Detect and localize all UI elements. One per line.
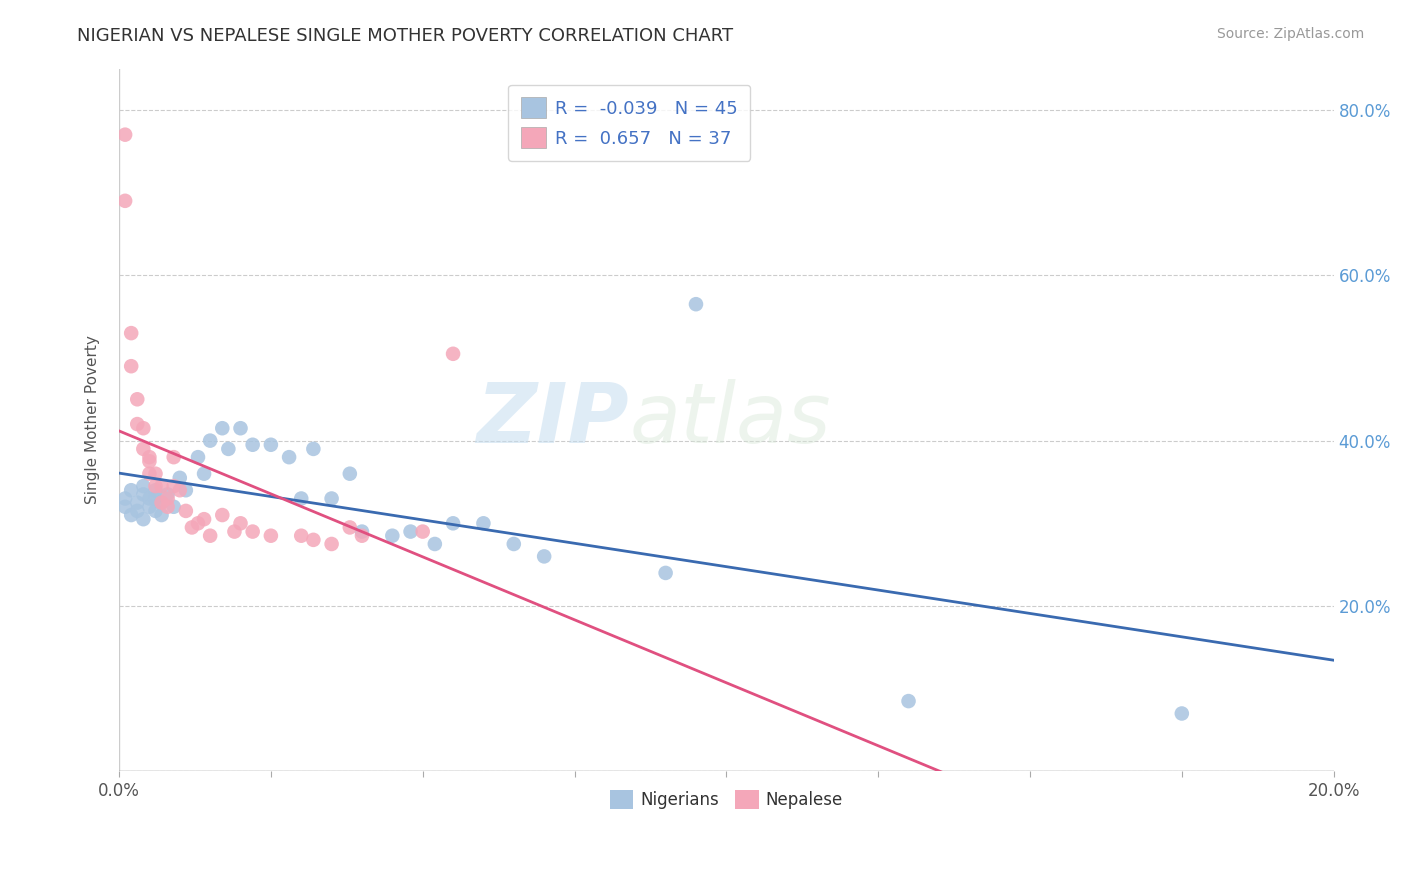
- Point: [217, 442, 239, 456]
- Point: [187, 450, 209, 465]
- Point: [321, 491, 343, 506]
- Point: [897, 694, 920, 708]
- Point: [350, 529, 373, 543]
- Point: [163, 450, 186, 465]
- Point: [242, 438, 264, 452]
- Point: [339, 467, 361, 481]
- Point: [132, 487, 155, 501]
- Point: [198, 434, 221, 448]
- Point: [1171, 706, 1194, 721]
- Point: [114, 194, 136, 208]
- Text: NIGERIAN VS NEPALESE SINGLE MOTHER POVERTY CORRELATION CHART: NIGERIAN VS NEPALESE SINGLE MOTHER POVER…: [77, 27, 734, 45]
- Point: [533, 549, 555, 564]
- Point: [127, 504, 149, 518]
- Point: [132, 479, 155, 493]
- Point: [138, 500, 160, 514]
- Point: [114, 500, 136, 514]
- Text: Source: ZipAtlas.com: Source: ZipAtlas.com: [1216, 27, 1364, 41]
- Point: [472, 516, 495, 531]
- Point: [127, 495, 149, 509]
- Point: [174, 483, 197, 498]
- Point: [321, 537, 343, 551]
- Point: [169, 471, 191, 485]
- Point: [381, 529, 404, 543]
- Point: [138, 454, 160, 468]
- Point: [290, 529, 312, 543]
- Point: [211, 508, 233, 522]
- Point: [198, 529, 221, 543]
- Point: [193, 467, 215, 481]
- Point: [224, 524, 246, 539]
- Point: [302, 442, 325, 456]
- Point: [156, 487, 179, 501]
- Point: [150, 479, 173, 493]
- Point: [127, 417, 149, 431]
- Point: [181, 520, 204, 534]
- Point: [211, 421, 233, 435]
- Point: [150, 495, 173, 509]
- Point: [654, 566, 676, 580]
- Point: [339, 520, 361, 534]
- Point: [229, 516, 252, 531]
- Point: [290, 491, 312, 506]
- Point: [145, 479, 167, 493]
- Point: [174, 504, 197, 518]
- Point: [441, 347, 464, 361]
- Point: [260, 438, 283, 452]
- Point: [399, 524, 422, 539]
- Y-axis label: Single Mother Poverty: Single Mother Poverty: [86, 335, 100, 504]
- Point: [145, 504, 167, 518]
- Point: [132, 421, 155, 435]
- Point: [302, 533, 325, 547]
- Point: [441, 516, 464, 531]
- Point: [278, 450, 301, 465]
- Text: atlas: atlas: [628, 379, 831, 460]
- Point: [350, 524, 373, 539]
- Point: [132, 442, 155, 456]
- Point: [187, 516, 209, 531]
- Point: [145, 491, 167, 506]
- Point: [193, 512, 215, 526]
- Point: [150, 508, 173, 522]
- Point: [423, 537, 446, 551]
- Point: [150, 495, 173, 509]
- Point: [163, 479, 186, 493]
- Point: [169, 483, 191, 498]
- Point: [120, 326, 142, 340]
- Point: [138, 467, 160, 481]
- Point: [120, 359, 142, 374]
- Point: [145, 467, 167, 481]
- Point: [502, 537, 524, 551]
- Point: [114, 491, 136, 506]
- Point: [138, 491, 160, 506]
- Point: [138, 450, 160, 465]
- Point: [145, 483, 167, 498]
- Point: [412, 524, 434, 539]
- Point: [242, 524, 264, 539]
- Point: [156, 500, 179, 514]
- Point: [132, 512, 155, 526]
- Point: [163, 500, 186, 514]
- Point: [260, 529, 283, 543]
- Text: ZIP: ZIP: [477, 379, 628, 460]
- Point: [229, 421, 252, 435]
- Point: [127, 392, 149, 407]
- Point: [685, 297, 707, 311]
- Point: [120, 483, 142, 498]
- Point: [156, 491, 179, 506]
- Legend: Nigerians, Nepalese: Nigerians, Nepalese: [603, 783, 849, 816]
- Point: [120, 508, 142, 522]
- Point: [114, 128, 136, 142]
